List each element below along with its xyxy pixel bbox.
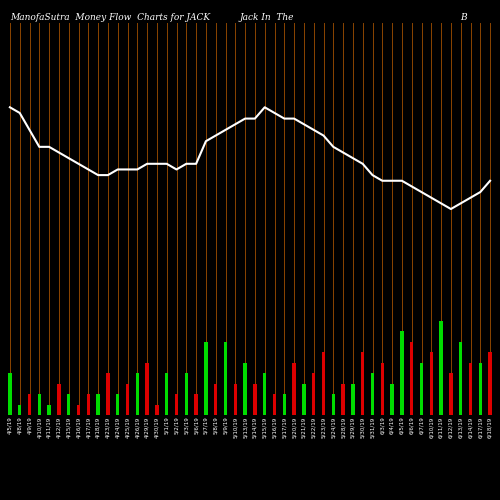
Bar [38, 394, 41, 415]
Bar [175, 394, 178, 415]
Bar [57, 384, 60, 415]
Bar [361, 352, 364, 415]
Bar [292, 362, 296, 415]
Bar [273, 394, 276, 415]
Bar [488, 352, 492, 415]
Bar [410, 342, 414, 415]
Bar [440, 321, 443, 415]
Bar [371, 373, 374, 415]
Bar [380, 362, 384, 415]
Bar [204, 342, 208, 415]
Bar [282, 394, 286, 415]
Bar [116, 394, 119, 415]
Bar [155, 404, 158, 415]
Bar [312, 373, 316, 415]
Bar [126, 384, 129, 415]
Bar [96, 394, 100, 415]
Bar [420, 362, 423, 415]
Text: Jack In  The: Jack In The [240, 12, 294, 22]
Bar [146, 362, 149, 415]
Bar [400, 332, 404, 415]
Bar [263, 373, 266, 415]
Bar [224, 342, 227, 415]
Bar [469, 362, 472, 415]
Bar [244, 362, 247, 415]
Bar [8, 373, 12, 415]
Bar [194, 394, 198, 415]
Bar [136, 373, 139, 415]
Bar [77, 404, 80, 415]
Bar [342, 384, 345, 415]
Bar [351, 384, 354, 415]
Bar [253, 384, 256, 415]
Bar [302, 384, 306, 415]
Text: ManofaSutra  Money Flow  Charts for JACK: ManofaSutra Money Flow Charts for JACK [10, 12, 210, 22]
Bar [184, 373, 188, 415]
Bar [48, 404, 51, 415]
Bar [165, 373, 168, 415]
Bar [478, 362, 482, 415]
Bar [332, 394, 335, 415]
Bar [67, 394, 70, 415]
Bar [234, 384, 237, 415]
Bar [86, 394, 90, 415]
Bar [18, 404, 22, 415]
Bar [390, 384, 394, 415]
Bar [214, 384, 218, 415]
Bar [459, 342, 462, 415]
Bar [28, 394, 31, 415]
Text: B: B [460, 12, 466, 22]
Bar [322, 352, 325, 415]
Bar [106, 373, 110, 415]
Bar [449, 373, 452, 415]
Bar [430, 352, 433, 415]
